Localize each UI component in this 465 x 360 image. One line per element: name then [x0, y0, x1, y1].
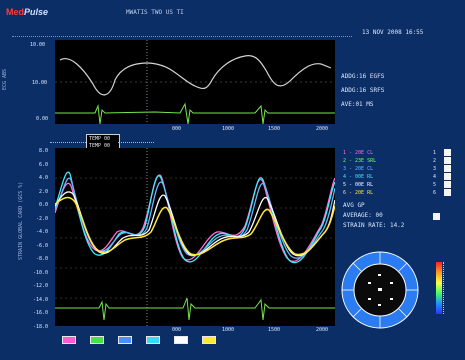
segment-toggle-button-1[interactable] — [62, 336, 76, 344]
readout-2: ADDG:16 SRFS — [341, 87, 385, 94]
top-xtick-4: 2000 — [316, 126, 329, 132]
main-ytick-8: -6.0 — [35, 243, 48, 249]
main-ytick-3: 4.0 — [38, 175, 48, 181]
segment-toggle-button-4[interactable] — [146, 336, 160, 344]
top-ytick-1: 10.00 — [30, 42, 46, 48]
main-xtick-4: 2000 — [316, 327, 329, 333]
main-xtick-1: 000 — [172, 327, 182, 333]
legend-item-1: 1 - 20E CL — [343, 150, 374, 156]
legend-index-4: 4 — [433, 174, 437, 180]
cursor-leader-left — [50, 142, 86, 144]
legend-item-2: 2 - 23E SRL — [343, 158, 377, 164]
top-xtick-3: 1500 — [268, 126, 281, 132]
main-ytick-14: -18.0 — [32, 324, 48, 330]
main-ytick-9: -8.0 — [35, 256, 48, 262]
segment-toggle-bar — [62, 336, 252, 348]
strain-curve-5 — [54, 196, 336, 256]
main-ytick-6: -2.0 — [35, 216, 48, 222]
segment-toggle-button-3[interactable] — [118, 336, 132, 344]
cursor-leader-right — [118, 142, 154, 144]
legend-checkbox-6[interactable] — [444, 189, 451, 196]
main-ylabel: STRAIN GLOBAL CARD (GCS %) — [18, 181, 24, 260]
top-ytick-3: 0.00 — [36, 116, 49, 122]
bullseye-segment-lines — [342, 252, 418, 328]
readout-3: AVE:01 MS — [341, 101, 374, 108]
brand-logo-text: Med — [6, 7, 24, 17]
legend-checkbox-5[interactable] — [444, 181, 451, 188]
main-ytick-2: 6.0 — [38, 162, 48, 168]
cursor-readout-line2: TEMP 00 — [89, 143, 111, 149]
main-ytick-7: -4.0 — [35, 229, 48, 235]
strain-rate-label: STRAIN RATE: 14.2 — [343, 222, 405, 229]
legend-index-2: 2 — [433, 158, 437, 164]
legend-item-6: 6 - 20E RL — [343, 190, 374, 196]
exam-title: MWATIS TWO US TI — [126, 9, 184, 16]
date-time: 13 NOV 2008 16:55 — [362, 29, 424, 36]
color-scale-icon — [436, 262, 442, 314]
strain-gridlines — [55, 177, 335, 299]
segment-toggle-button-5[interactable] — [174, 336, 188, 344]
main-xtick-2: 1000 — [222, 327, 235, 333]
strain-curve-2 — [54, 171, 336, 264]
strain-trace-panel — [54, 148, 336, 326]
main-ytick-13: -16.0 — [32, 310, 48, 316]
segment-toggle-button-2[interactable] — [90, 336, 104, 344]
legend-checkbox-3[interactable] — [444, 165, 451, 172]
readout-1: ADDG:16 EGFS — [341, 73, 385, 80]
top-xtick-1: 000 — [172, 126, 182, 132]
top-ytick-2: 10.00 — [32, 80, 48, 86]
main-ytick-5: 0.0 — [38, 202, 48, 208]
segment-legend: 1 - 20E CL 1 2 - 23E SRL 2 3 - 20E CL 3 4 - 00… — [340, 149, 465, 235]
legend-index-3: 3 — [433, 166, 437, 172]
bullseye-icon[interactable] — [340, 250, 420, 330]
color-scale-ticks — [443, 262, 448, 314]
top-trace-svg — [55, 40, 335, 125]
bullseye-markers — [368, 274, 393, 306]
avg-label: AVG GP — [343, 202, 365, 209]
pressure-trace — [59, 55, 332, 96]
strain-curve-4 — [54, 191, 336, 257]
peak-label: AVERAGE: 00 — [343, 212, 383, 219]
legend-index-5: 5 — [433, 182, 437, 188]
top-ecg-trace — [55, 102, 335, 125]
legend-item-5: 5 - 00E RL — [343, 182, 374, 188]
top-trace-panel — [55, 40, 335, 125]
strain-trace-svg — [54, 148, 336, 326]
main-xtick-row: 000 1000 1500 2000 — [55, 327, 335, 334]
strain-curve-1 — [54, 174, 336, 262]
segment-toggle-button-6[interactable] — [202, 336, 216, 344]
main-ytick-4: 2.0 — [38, 189, 48, 195]
strain-curve-3 — [54, 177, 336, 259]
legend-checkbox-1[interactable] — [444, 149, 451, 156]
avg-checkbox[interactable] — [433, 213, 440, 220]
legend-index-1: 1 — [433, 150, 437, 156]
legend-checkbox-2[interactable] — [444, 157, 451, 164]
legend-item-3: 3 - 20E CL — [343, 166, 374, 172]
main-ytick-12: -14.0 — [32, 297, 48, 303]
top-xtick-2: 1000 — [222, 126, 235, 132]
legend-index-6: 6 — [433, 190, 437, 196]
main-ytick-10: -10.0 — [32, 270, 48, 276]
brand-logo: MedPulse — [6, 7, 48, 17]
brand-logo-tail: Pulse — [24, 7, 49, 17]
strain-ecg-trace — [55, 297, 335, 321]
top-ylabel: ECG ABS — [2, 68, 8, 90]
main-ytick-11: -12.0 — [32, 283, 48, 289]
main-ytick-1: 8.0 — [38, 148, 48, 154]
main-xtick-3: 1500 — [268, 327, 281, 333]
main-ytick-column: 8.0 6.0 4.0 2.0 0.0 -2.0 -4.0 -6.0 -8.0 -10.0 -12.… — [26, 148, 50, 334]
bullseye-svg — [341, 251, 419, 329]
legend-item-4: 4 - 00E RL — [343, 174, 374, 180]
header-divider — [12, 36, 352, 38]
legend-checkbox-4[interactable] — [444, 173, 451, 180]
cursor-readout-line1: TEMP 00 — [89, 136, 111, 142]
